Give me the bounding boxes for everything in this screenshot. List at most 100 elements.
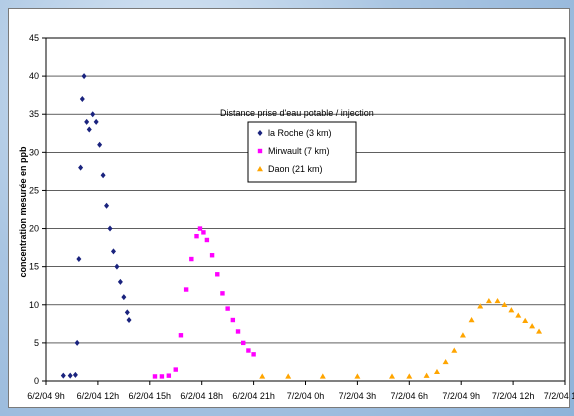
x-tick-label: 6/2/04 9h [27,391,65,401]
data-point [197,226,203,231]
legend-entry: Daon (21 km) [268,164,323,174]
data-point [104,202,110,209]
data-point [93,118,99,125]
legend-marker [257,148,263,154]
data-point [230,317,236,323]
data-point [536,328,543,334]
data-point [100,172,106,179]
data-point [194,233,199,239]
y-tick-label: 35 [29,109,39,119]
data-point [485,297,492,304]
chart-frame [8,8,570,408]
data-point [494,297,501,304]
legend-box [247,121,357,183]
legend: Distance prise d'eau potable / injection… [220,108,374,183]
y-tick-label: 20 [29,224,39,234]
legend-entry: la Roche (3 km) [268,128,332,138]
x-tick-label: 7/2/04 6h [391,391,429,401]
y-tick-label: 15 [29,262,39,272]
data-point [515,312,522,318]
data-point [459,332,466,338]
data-point [259,373,266,379]
legend-marker [257,130,263,136]
data-point [529,323,536,329]
data-point [189,256,194,262]
y-tick-label: 25 [29,185,39,195]
data-point [107,225,113,232]
legend-items: la Roche (3 km) Mirwault (7 km) Daon (21 k… [257,128,332,174]
data-point [451,347,458,353]
data-point [522,317,529,323]
data-point [114,263,120,270]
data-point [159,374,165,379]
x-tick-label: 7/2/04 0h [287,391,325,401]
data-point [354,373,361,379]
data-point [201,230,206,235]
data-point [406,373,413,379]
data-point [97,141,103,148]
data-point [121,294,127,301]
data-point [220,291,225,296]
data-point [166,373,172,378]
data-point [173,367,178,372]
data-point [72,371,78,378]
data-point [81,73,87,80]
data-point [468,317,475,323]
legend-marker [257,166,263,172]
data-point [209,253,215,258]
data-point [389,373,395,379]
plot-area [45,37,566,382]
x-tick-label: 6/2/04 15h [129,391,172,401]
y-tick-label: 10 [29,300,39,310]
x-tick-label: 7/2/04 3h [339,391,377,401]
data-point [508,307,515,313]
data-point [501,301,508,307]
y-tick-label: 5 [34,338,39,348]
data-point [319,373,326,379]
data-point [215,272,220,277]
data-point [183,287,189,292]
data-point [124,309,130,316]
x-tick-label: 6/2/04 18h [180,391,223,401]
data-point [152,374,158,379]
data-point [60,372,66,379]
y-ticks: 0 5 10 15 20 25 30 35 40 45 [29,33,46,386]
y-tick-label: 40 [29,71,39,81]
y-tick-label: 45 [29,33,39,43]
data-point [67,372,73,379]
data-point [74,339,80,346]
data-point [90,111,96,118]
data-point [423,372,430,378]
data-point [204,237,210,243]
series-2 [152,226,256,379]
data-point [285,373,292,379]
x-tick-label: 6/2/04 12h [77,391,120,401]
data-point [86,126,92,133]
data-point [433,368,440,375]
series [60,73,543,379]
x-ticks: 6/2/04 9h 6/2/04 12h 6/2/04 15h 6/2/04 18h 6… [27,381,574,401]
x-tick-label: 7/2/04 12h [492,391,535,401]
data-point [246,348,251,353]
data-point [235,329,241,334]
series-1 [60,73,132,379]
data-point [79,95,85,102]
series-3 [259,297,543,379]
x-tick-label: 6/2/04 21h [232,391,275,401]
data-point [251,352,256,357]
data-point [126,317,132,324]
data-point [117,278,123,285]
y-tick-label: 0 [34,376,39,386]
y-axis-label: concentration mesurée en ppb [18,146,28,278]
data-point [241,340,246,346]
data-point [442,358,449,365]
y-tick-label: 30 [29,147,39,157]
x-tick-label: 7/2/04 9h [442,391,480,401]
legend-title: Distance prise d'eau potable / injection [220,108,374,118]
data-point [477,303,484,309]
data-point [178,333,184,338]
data-point [84,118,90,125]
data-point [78,164,84,171]
data-point [225,306,230,311]
